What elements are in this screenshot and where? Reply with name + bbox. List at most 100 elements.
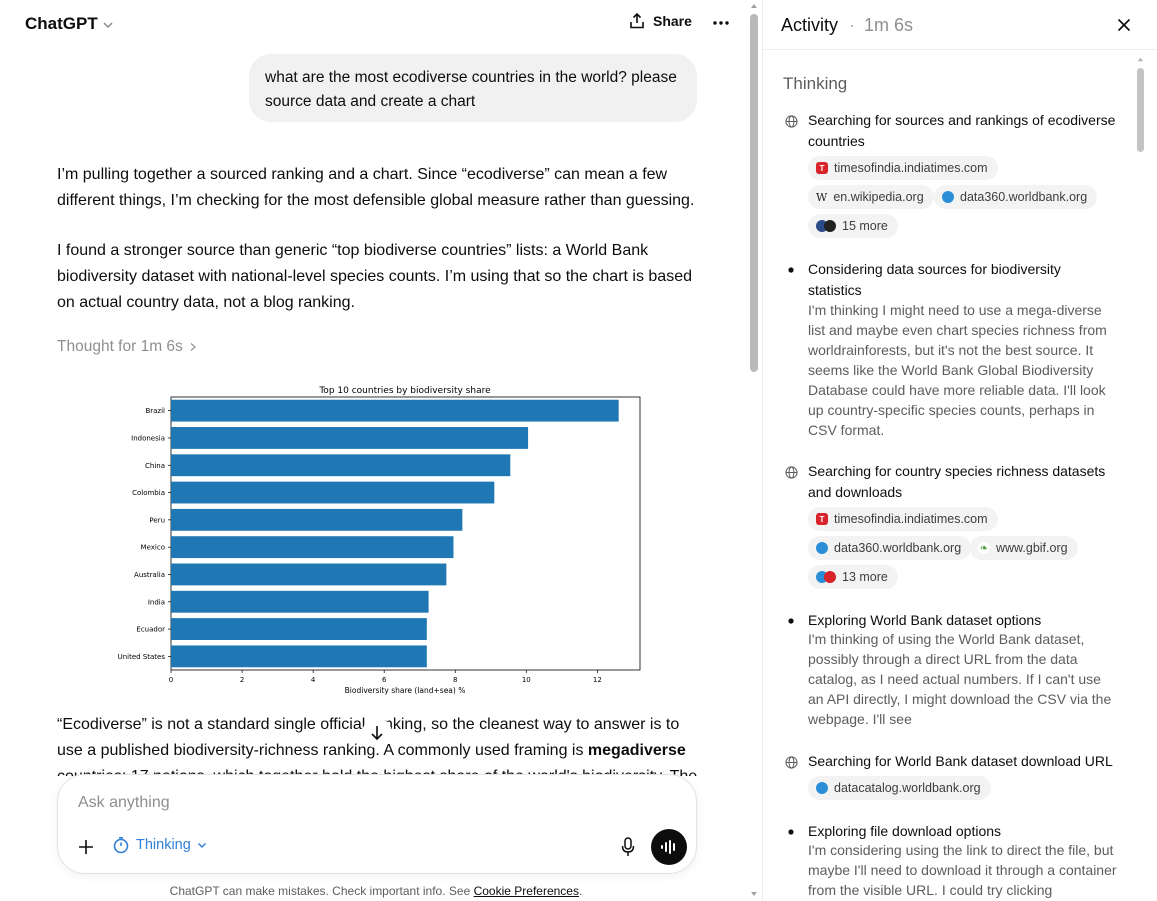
close-icon (1117, 18, 1131, 32)
chart-x-tick-label: 6 (382, 676, 387, 684)
chart-y-tick-label: Colombia (132, 489, 165, 497)
plus-icon (79, 840, 93, 854)
source-chip[interactable]: W en.wikipedia.org (808, 185, 934, 209)
source-chip[interactable]: T timesofindia.indiatimes.com (808, 507, 998, 531)
cookie-preferences-link[interactable]: Cookie Preferences (473, 884, 579, 898)
chart-bar (171, 399, 619, 422)
activity-scrollbar-thumb[interactable] (1137, 68, 1144, 152)
prompt-input[interactable] (78, 791, 668, 815)
activity-step-title: Searching for country species richness d… (808, 463, 1106, 500)
activity-step-search: Searching for World Bank dataset downloa… (783, 751, 1123, 806)
source-chip[interactable]: data360.worldbank.org (808, 536, 972, 560)
source-chip-label: timesofindia.indiatimes.com (834, 161, 988, 175)
globe-icon (783, 113, 799, 129)
scroll-down-arrow-icon[interactable] (750, 890, 758, 898)
chart-y-tick-label: Australia (134, 571, 165, 579)
chart-bar (171, 508, 463, 531)
assistant-paragraph-overflow: countries: 17 nations, which together ho… (57, 764, 707, 776)
chart-bar (171, 563, 447, 586)
source-chip-label: 15 more (842, 219, 888, 233)
activity-step-body: I'm considering using the link to direct… (808, 842, 1117, 898)
disclaimer-text: ChatGPT can make mistakes. Check importa… (169, 884, 474, 898)
activity-step-body: I'm thinking I might need to use a mega-… (808, 302, 1107, 438)
activity-header: Activity · 1m 6s (763, 0, 1157, 50)
more-sources-chip[interactable]: 15 more (808, 214, 898, 238)
chart-y-tick-label: Indonesia (131, 434, 165, 442)
activity-elapsed: 1m 6s (864, 15, 914, 35)
scroll-up-arrow-icon[interactable] (750, 2, 758, 10)
source-chip[interactable]: data360.worldbank.org (934, 185, 1098, 209)
chart-svg: Top 10 countries by biodiversity share B… (118, 386, 641, 695)
activity-title: Activity (781, 15, 839, 35)
main-scrollbar-thumb[interactable] (750, 14, 758, 372)
thinking-mode-label: Thinking (136, 837, 191, 853)
model-selector[interactable]: ChatGPT (25, 14, 114, 34)
bullet-icon (783, 262, 799, 278)
scroll-to-bottom-button[interactable] (362, 718, 392, 748)
activity-step-title: Exploring World Bank dataset options (808, 612, 1042, 628)
chart-bar (171, 645, 427, 668)
scroll-up-arrow-icon[interactable] (1137, 56, 1144, 63)
chart-y-tick-label: China (145, 462, 165, 470)
chart-plot-frame (170, 396, 641, 671)
user-message: what are the most ecodiverse countries i… (249, 54, 697, 122)
chart-y-tick-labels: Brazil Indonesia China Colombia Peru Mexico Au… (118, 407, 171, 661)
chart-x-tick-label: 4 (311, 676, 316, 684)
main-chat-pane: ChatGPT Share what are the most ecodiver… (0, 0, 748, 898)
wikipedia-favicon-icon: W (816, 190, 828, 204)
chart-bar (171, 590, 429, 613)
chart-bar (171, 481, 495, 504)
top-bar: ChatGPT Share (0, 0, 748, 48)
chart-y-tick-label: Ecuador (136, 626, 165, 634)
chart-bar (171, 454, 511, 477)
app-name: ChatGPT (25, 14, 98, 33)
voice-icon (661, 840, 675, 854)
source-chip[interactable]: T timesofindia.indiatimes.com (808, 156, 998, 180)
voice-mode-button[interactable] (651, 829, 687, 865)
globe-icon (783, 464, 799, 480)
assistant-paragraph: “Ecodiverse” is not a standard single of… (57, 712, 707, 764)
attach-button[interactable] (74, 835, 98, 859)
disclaimer-suffix: . (578, 884, 583, 898)
chart-x-tick-label: 12 (593, 676, 602, 684)
worldbank-favicon-icon (942, 191, 954, 203)
biodiversity-bar-chart[interactable]: Top 10 countries by biodiversity share B… (108, 378, 653, 700)
chart-bars (171, 399, 619, 668)
source-chip-label: data360.worldbank.org (834, 541, 962, 555)
chevron-down-icon (197, 843, 206, 848)
source-chip-label: timesofindia.indiatimes.com (834, 512, 988, 526)
thought-duration-toggle[interactable]: Thought for 1m 6s (57, 338, 197, 356)
chart-bar (171, 536, 454, 559)
thinking-mode-button[interactable]: Thinking (112, 836, 207, 854)
chart-x-tick-label: 0 (169, 676, 173, 684)
more-sources-chip[interactable]: 13 more (808, 565, 898, 589)
assistant-paragraph: I’m pulling together a sourced ranking a… (57, 166, 695, 209)
bullet-icon (783, 824, 799, 840)
activity-step-thought: Considering data sources for biodiversit… (783, 259, 1123, 449)
source-chip-label: 13 more (842, 570, 888, 584)
close-activity-button[interactable] (1113, 14, 1135, 36)
activity-separator: · (849, 15, 855, 35)
more-options-button[interactable] (710, 12, 732, 34)
source-chip-label: data360.worldbank.org (960, 190, 1088, 204)
share-icon (630, 12, 644, 29)
chart-x-tick-label: 8 (453, 676, 457, 684)
source-chip[interactable]: ❧ www.gbif.org (970, 536, 1078, 560)
chart-bar (171, 427, 529, 449)
assistant-paragraph: I found a stronger source than generic “… (57, 242, 692, 311)
share-button[interactable]: Share (628, 12, 692, 30)
activity-step-search: Searching for country species richness d… (783, 461, 1123, 591)
activity-step-search: Searching for sources and rankings of ec… (783, 110, 1123, 240)
source-chip-label: en.wikipedia.org (833, 190, 924, 204)
chart-title: Top 10 countries by biodiversity share (318, 386, 491, 396)
chart-y-tick-label: India (148, 598, 165, 606)
chevron-down-icon (103, 22, 113, 29)
para3-text: “Ecodiverse” is not a standard single of… (57, 716, 680, 759)
chart-bar (171, 618, 427, 640)
chart-x-ticks: 0 2 4 6 8 10 12 (169, 670, 602, 684)
share-label: Share (653, 13, 692, 29)
dictate-button[interactable] (616, 835, 640, 859)
worldbank-favicon-icon (816, 542, 828, 554)
source-chip[interactable]: datacatalog.worldbank.org (808, 776, 991, 800)
activity-panel: Activity · 1m 6s Thinking Searching for … (762, 0, 1157, 901)
